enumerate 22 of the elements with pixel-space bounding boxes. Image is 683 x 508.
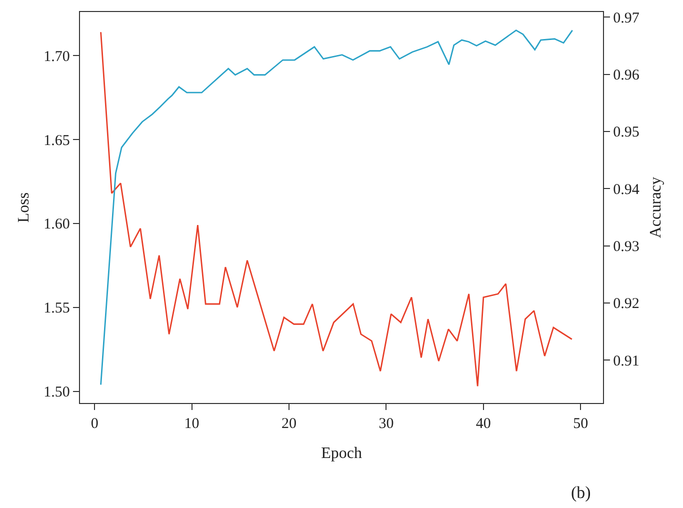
y2-tick-label: 0.97 <box>613 10 640 26</box>
x-tick-label: 30 <box>378 416 394 432</box>
y-tick-label: 1.65 <box>44 132 70 149</box>
y2-tick-label: 0.93 <box>613 239 640 256</box>
y-tick-label: 1.60 <box>44 216 70 233</box>
y2-tick-label: 0.91 <box>613 353 640 370</box>
y-tick-label: 1.70 <box>44 48 70 65</box>
y2-tick-label: 0.95 <box>613 124 640 141</box>
x-tick-label: 40 <box>476 416 491 432</box>
y2-tick-label: 0.96 <box>613 68 640 84</box>
y2-tick-label: 0.92 <box>613 296 640 312</box>
y2-axis-title: Accuracy <box>648 176 665 238</box>
x-axis-title: Epoch <box>321 444 362 462</box>
x-tick-label: 50 <box>573 416 588 432</box>
y-tick-label: 1.50 <box>44 384 70 400</box>
text: (b) <box>571 483 591 502</box>
y-tick-label: 1.55 <box>44 300 70 317</box>
x-tick-label: 20 <box>282 416 297 432</box>
y-axis-title: Loss <box>16 192 33 223</box>
x-tick-label: 10 <box>184 416 200 432</box>
x-tick-label: 0 <box>90 416 98 432</box>
y2-tick-label: 0.94 <box>613 182 640 198</box>
